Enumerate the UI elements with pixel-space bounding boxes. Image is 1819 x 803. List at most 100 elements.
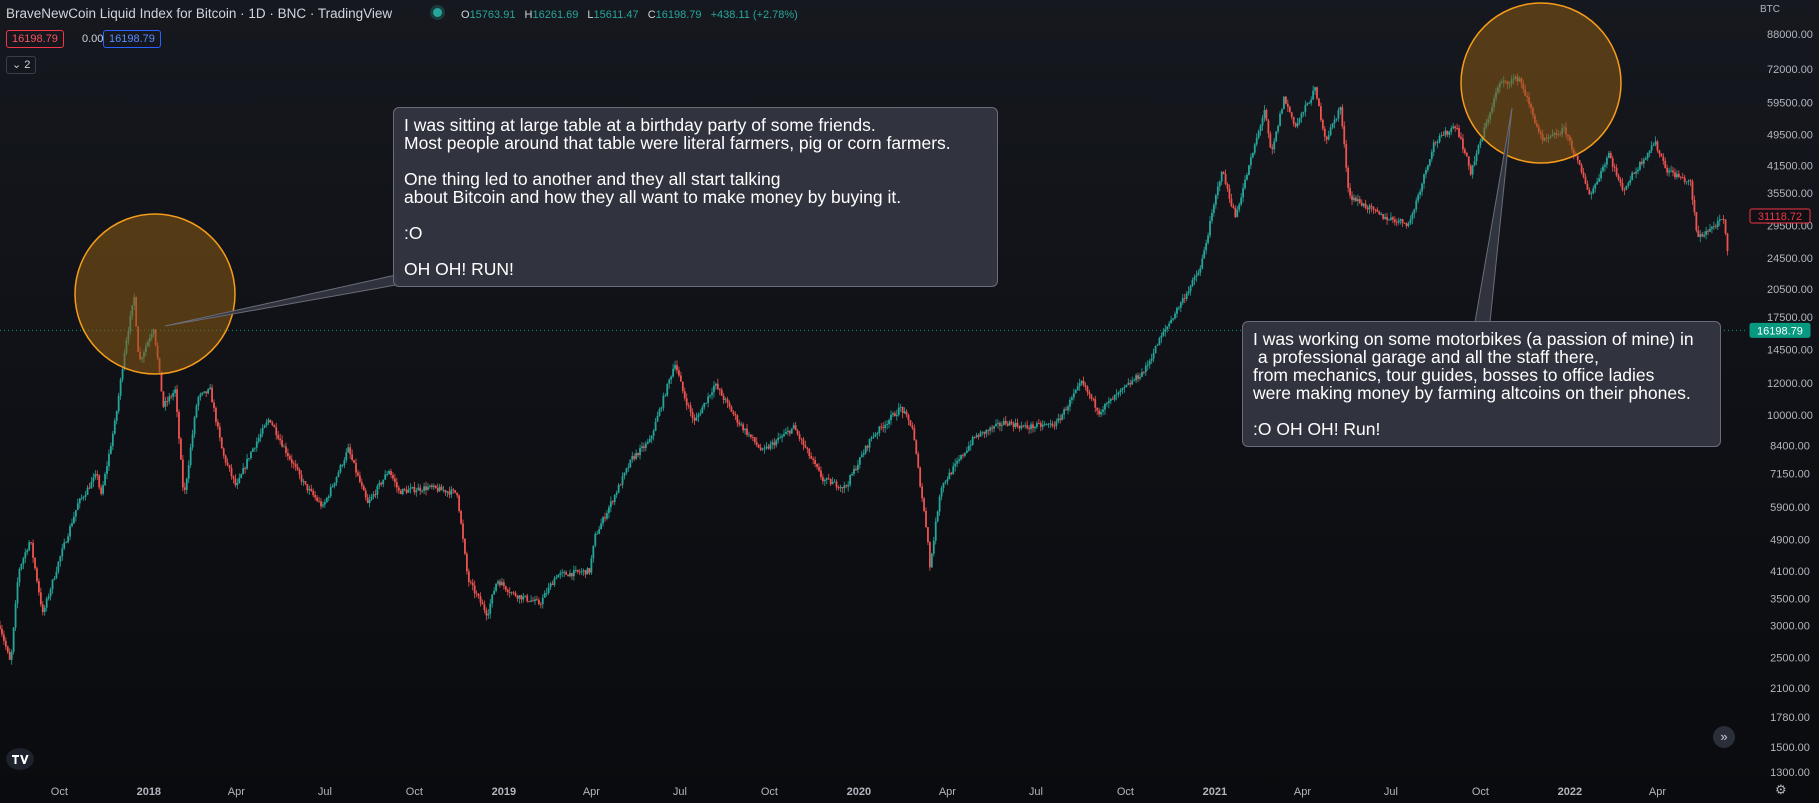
x-tick-label: 2021 [1203,786,1227,798]
candle-body [174,389,176,393]
candle-body [991,427,994,429]
candle-body [1283,96,1285,110]
candle-body [1181,298,1184,303]
candle-body [956,460,959,464]
candle-body [1677,173,1680,177]
annotation-line: were making money by farming altcoins on… [1253,383,1691,403]
circle-highlight-2018[interactable] [74,213,236,375]
candle-body [1586,183,1589,190]
candle-body [1335,118,1338,120]
candle-body [1166,326,1169,330]
candle-body [932,540,935,554]
scroll-forward-icon[interactable]: » [1713,726,1735,748]
candle-body [1172,318,1174,320]
candle-body [582,570,585,572]
candle-body [43,607,46,613]
candle-body [294,464,297,467]
candle-body [915,440,918,454]
candle-body [442,490,445,491]
candle-body [609,501,612,508]
y-tick-label: 72000.00 [1767,64,1813,76]
candle-body [1251,152,1254,158]
candle-body [1668,170,1671,173]
candle-body [1230,198,1233,207]
candle-body [1049,423,1052,425]
candle-body [584,570,587,575]
circle-highlight-2021[interactable] [1460,2,1622,164]
candle-body [331,485,334,488]
candle-body [1253,144,1256,153]
candle-body [555,577,558,579]
currency-label[interactable]: BTC [1760,4,1780,15]
candle-body [109,446,112,454]
x-tick-label: Jul [673,786,687,798]
candle-body [1144,365,1147,373]
ohlc-readout: O15763.91 H16261.69 L15611.47 C16198.79 … [461,9,804,21]
annotation-line: about Bitcoin and how they all want to m… [404,187,902,207]
candle-body [213,402,215,408]
candle-body [1240,197,1243,205]
candle-body [1065,409,1067,411]
candle-body [1135,375,1137,381]
candle-body [1082,380,1085,386]
candle-body [1197,272,1200,276]
annotation-note-party[interactable]: I was sitting at large table at a birthd… [393,107,998,287]
candle-body [343,460,346,466]
candle-body [508,592,511,593]
candle-body [1121,387,1124,390]
candle-body [168,396,171,402]
candle-body [1454,126,1457,129]
candle-body [718,388,721,390]
settings-gear-icon[interactable]: ⚙ [1775,782,1787,797]
candle-body [1100,411,1102,415]
candle-body [335,476,338,483]
candle-body [761,448,764,450]
candle-body [812,458,815,460]
candle-body [460,511,462,524]
annotation-note-garage[interactable]: I was working on some motorbikes (a pass… [1242,321,1721,447]
current-price-tag-bg [1749,322,1811,338]
candle-body [292,463,295,465]
candle-body [753,437,756,443]
candle-body [427,486,429,490]
candle-body [372,494,375,497]
candle-body [479,596,482,603]
candle-body [1676,173,1678,178]
candle-body [501,582,503,586]
candle-body [405,489,408,493]
candle-body [1088,392,1091,395]
candle-body [845,485,848,487]
candle-body [572,570,575,577]
candle-body [419,487,422,491]
buy-price-button[interactable]: 16198.79 [103,30,161,48]
candle-body [1104,403,1106,410]
candle-body [786,430,789,432]
candle-body [705,402,708,404]
candle-body [967,445,970,451]
candle-body [1644,158,1647,160]
candle-body [1633,172,1636,174]
candle-body [1683,177,1686,182]
candle-body [84,494,87,497]
candle-body [1002,420,1005,425]
candle-body [989,427,992,431]
candle-body [615,492,618,495]
candle-body [417,487,420,491]
indicators-toggle[interactable]: ⌄ 2 [6,56,37,74]
tradingview-logo-icon[interactable] [6,748,34,770]
sell-price-button[interactable]: 16198.79 [6,30,64,48]
candle-body [997,422,999,424]
candle-body [409,487,412,490]
candle-body [1594,184,1597,189]
candle-body [1179,302,1182,308]
candle-body [985,430,988,434]
candle-body [1294,123,1297,127]
candle-body [106,466,108,475]
candle-body [1148,360,1151,365]
candle-body [600,523,603,530]
candle-body [4,640,7,647]
candle-body [288,456,291,460]
candle-body [255,441,258,448]
candle-body [541,597,544,605]
